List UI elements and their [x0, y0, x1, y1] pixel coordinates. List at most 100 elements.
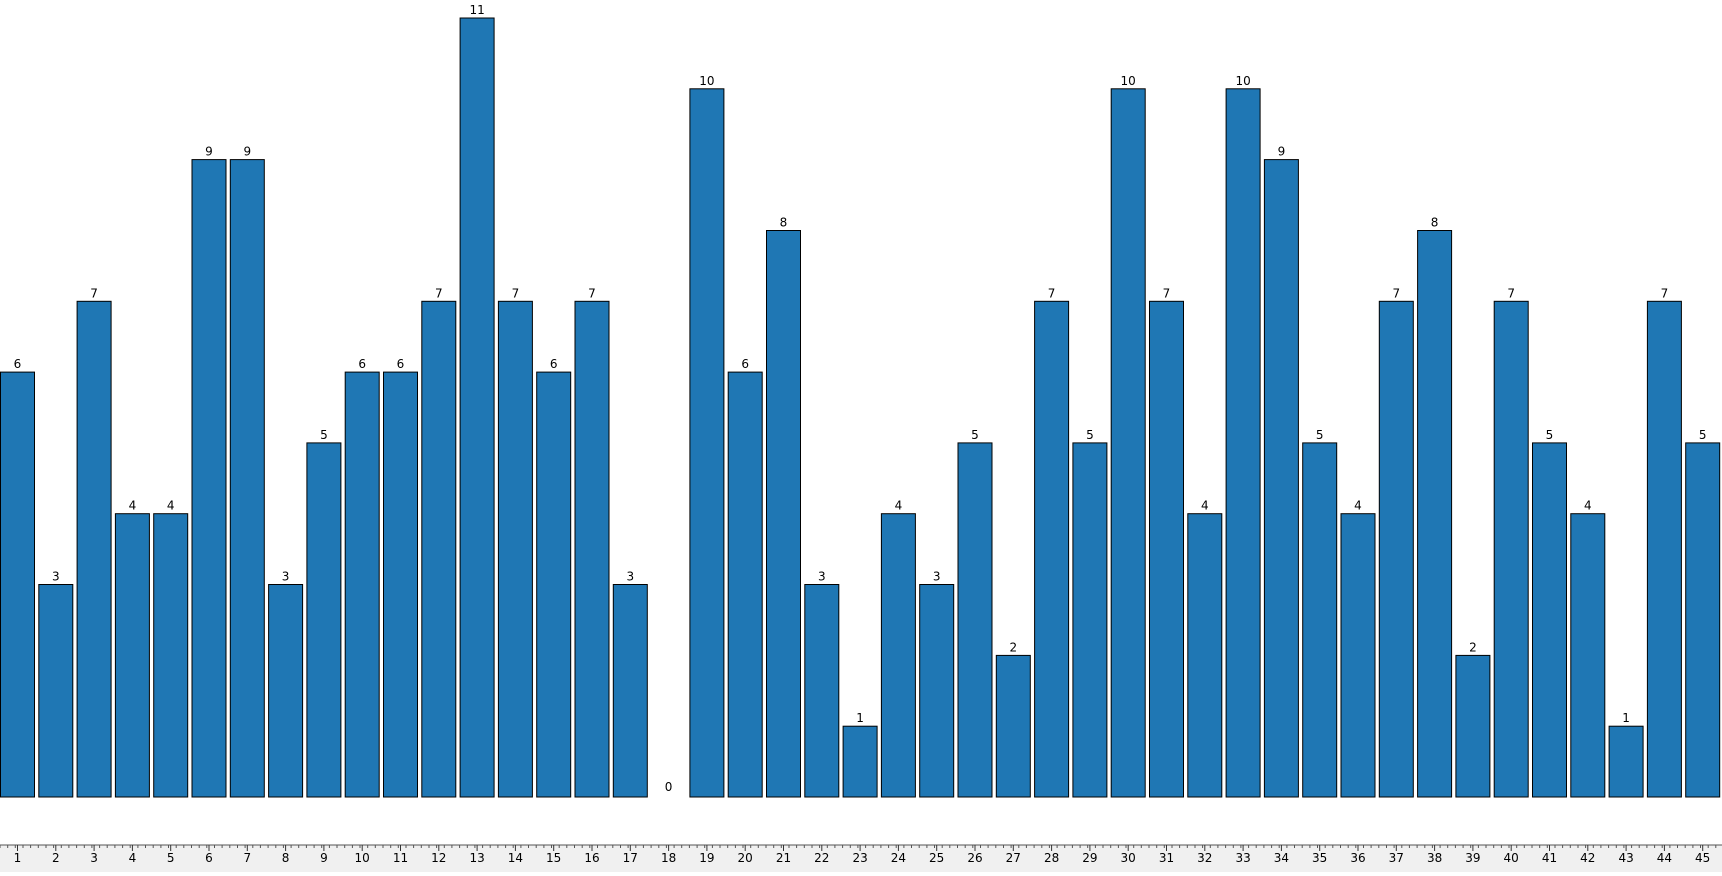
- x-tick-label-45: 45: [1695, 851, 1710, 865]
- bar-2: [38, 584, 74, 798]
- x-tick-label-33: 33: [1235, 851, 1250, 865]
- x-tick-label-16: 16: [584, 851, 599, 865]
- data-label-26: 5: [971, 428, 979, 442]
- data-label-8: 3: [282, 570, 290, 584]
- data-label-39: 2: [1469, 640, 1477, 654]
- bar-11: [383, 371, 418, 798]
- bar-7: [229, 159, 265, 798]
- data-label-16: 7: [588, 286, 596, 300]
- bar-43: [1608, 725, 1644, 798]
- x-tick-label-37: 37: [1389, 851, 1404, 865]
- bar-36: [1340, 513, 1376, 798]
- bar-4: [114, 513, 150, 798]
- x-tick-label-32: 32: [1197, 851, 1212, 865]
- bar-12: [421, 300, 457, 798]
- data-label-24: 4: [895, 499, 903, 513]
- data-label-10: 6: [358, 357, 366, 371]
- x-tick-label-28: 28: [1044, 851, 1059, 865]
- x-tick-label-15: 15: [546, 851, 561, 865]
- bar-30: [1110, 88, 1146, 798]
- bar-44: [1646, 300, 1682, 798]
- x-tick-label-43: 43: [1618, 851, 1633, 865]
- bar-24: [880, 513, 916, 798]
- data-label-13: 11: [469, 3, 484, 17]
- x-tick-label-20: 20: [738, 851, 753, 865]
- data-label-28: 7: [1048, 286, 1056, 300]
- data-label-29: 5: [1086, 428, 1094, 442]
- x-tick-label-23: 23: [852, 851, 867, 865]
- data-label-32: 4: [1201, 499, 1209, 513]
- x-axis: 1 2 3 4 5 6 7 8 9 10 11 12 13 14 15 16 17 18 19 20 21 22 23 24 2…: [0, 844, 1722, 872]
- data-label-42: 4: [1584, 499, 1592, 513]
- data-label-38: 8: [1431, 216, 1439, 230]
- bar-10: [344, 371, 380, 798]
- x-tick-label-17: 17: [623, 851, 638, 865]
- x-tick-label-25: 25: [929, 851, 944, 865]
- bar-31: [1149, 300, 1184, 798]
- bar-16: [574, 300, 610, 798]
- bar-1: [0, 371, 35, 798]
- data-label-35: 5: [1316, 428, 1324, 442]
- x-tick-label-1: 1: [14, 851, 22, 865]
- bar-3: [76, 300, 112, 798]
- x-tick-label-18: 18: [661, 851, 676, 865]
- data-label-33: 10: [1235, 74, 1250, 88]
- x-tick-label-9: 9: [320, 851, 328, 865]
- data-label-22: 3: [818, 570, 826, 584]
- bar-27: [995, 654, 1031, 798]
- x-tick-label-26: 26: [967, 851, 982, 865]
- data-label-3: 7: [90, 286, 98, 300]
- data-label-11: 6: [397, 357, 405, 371]
- data-label-12: 7: [435, 286, 443, 300]
- data-label-43: 1: [1622, 711, 1630, 725]
- x-tick-label-2: 2: [52, 851, 60, 865]
- bar-33: [1225, 88, 1261, 798]
- bar-14: [497, 300, 533, 798]
- x-tick-label-29: 29: [1082, 851, 1097, 865]
- bar-35: [1302, 442, 1338, 798]
- bar-25: [919, 584, 955, 798]
- data-label-2: 3: [52, 570, 60, 584]
- bar-19: [689, 88, 725, 798]
- x-tick-label-22: 22: [814, 851, 829, 865]
- x-tick-label-27: 27: [1006, 851, 1021, 865]
- bar-45: [1685, 442, 1721, 798]
- x-tick-label-10: 10: [355, 851, 370, 865]
- x-tick-label-5: 5: [167, 851, 175, 865]
- data-label-34: 9: [1278, 145, 1286, 159]
- data-label-41: 5: [1546, 428, 1554, 442]
- data-label-30: 10: [1121, 74, 1136, 88]
- x-tick-label-6: 6: [205, 851, 213, 865]
- bar-22: [804, 584, 840, 798]
- x-tick-label-12: 12: [431, 851, 446, 865]
- data-label-5: 4: [167, 499, 175, 513]
- x-tick-label-21: 21: [776, 851, 791, 865]
- bar-6: [191, 159, 227, 798]
- x-tick-label-3: 3: [90, 851, 98, 865]
- x-tick-label-35: 35: [1312, 851, 1327, 865]
- x-tick-label-30: 30: [1121, 851, 1136, 865]
- data-label-6: 9: [205, 145, 213, 159]
- x-tick-label-14: 14: [508, 851, 523, 865]
- bar-17: [612, 584, 648, 798]
- data-label-25: 3: [933, 570, 941, 584]
- data-label-44: 7: [1661, 286, 1669, 300]
- bar-15: [536, 371, 572, 798]
- data-label-40: 7: [1507, 286, 1515, 300]
- bar-32: [1187, 513, 1223, 798]
- bar-40: [1493, 300, 1529, 798]
- data-label-9: 5: [320, 428, 328, 442]
- bar-42: [1570, 513, 1606, 798]
- bar-28: [1034, 300, 1070, 798]
- bars-layer: [0, 17, 1721, 798]
- data-label-15: 6: [550, 357, 558, 371]
- x-tick-label-36: 36: [1350, 851, 1365, 865]
- data-label-27: 2: [1009, 640, 1017, 654]
- data-label-1: 6: [14, 357, 22, 371]
- bar-21: [766, 230, 801, 798]
- bar-13: [459, 17, 495, 798]
- data-label-31: 7: [1163, 286, 1171, 300]
- data-label-37: 7: [1392, 286, 1400, 300]
